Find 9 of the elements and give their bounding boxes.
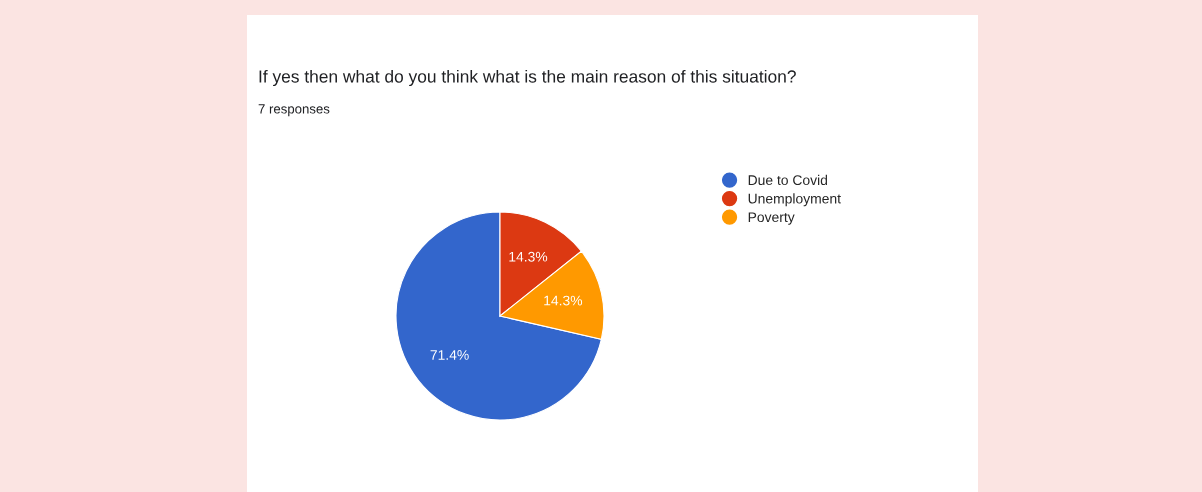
chart-title: If yes then what do you think what is the main reason of this situation?: [259, 69, 796, 87]
legend-label: Unemployment: [748, 193, 841, 207]
data-label: 71.4%: [430, 350, 469, 360]
pie-slice: [395, 211, 602, 421]
data-label: 14.3%: [544, 295, 583, 306]
legend-label: Poverty: [748, 212, 795, 225]
data-label: 14.3%: [509, 251, 548, 262]
legend-label: Due to Covid: [748, 174, 828, 186]
chart-subtitle: 7 responses: [258, 104, 330, 117]
